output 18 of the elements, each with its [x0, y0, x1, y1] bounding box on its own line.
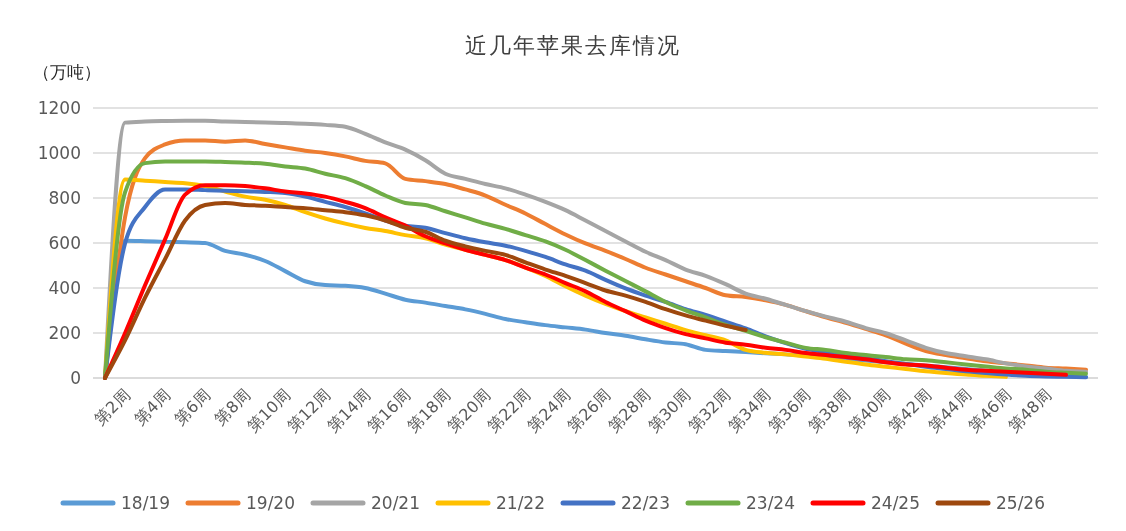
legend-label: 24/25: [871, 492, 920, 513]
legend-label: 19/20: [246, 492, 295, 513]
y-tick-label: 600: [48, 232, 81, 253]
legend-label: 25/26: [996, 492, 1045, 513]
y-tick-label: 1200: [37, 97, 81, 118]
chart-title: 近几年苹果去库情况: [465, 33, 681, 58]
legend-label: 20/21: [371, 492, 420, 513]
legend-label: 23/24: [746, 492, 795, 513]
legend-label: 18/19: [121, 492, 170, 513]
y-tick-label: 1000: [37, 142, 81, 163]
y-tick-label: 400: [48, 277, 81, 298]
y-tick-label: 200: [48, 322, 81, 343]
y-tick-label: 800: [48, 187, 81, 208]
legend-label: 22/23: [621, 492, 670, 513]
y-tick-label: 0: [70, 367, 81, 388]
legend-label: 21/22: [496, 492, 545, 513]
line-series: [103, 200, 748, 380]
y-axis-title: （万吨）: [33, 62, 101, 82]
